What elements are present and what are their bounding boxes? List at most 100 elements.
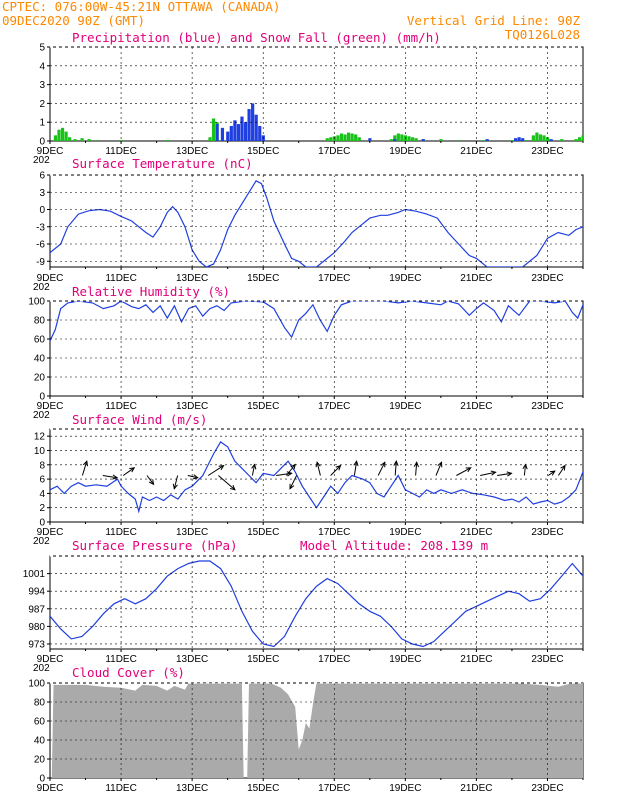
y-tick-label: 2 (39, 99, 45, 110)
wind-arrow-head (83, 460, 89, 467)
x-tick-label: 15DEC (247, 146, 279, 157)
wind-arrow (377, 462, 386, 476)
snow-bar (211, 118, 216, 141)
y-tick-label: 10 (34, 446, 46, 457)
x-tick-label: 21DEC (460, 273, 492, 284)
panel-title-precipitation: Precipitation (blue) and Snow Fall (gree… (72, 30, 441, 45)
wind-arrow-head (465, 467, 472, 473)
y-tick-label: 80 (34, 698, 46, 709)
wind-arrow (316, 462, 321, 476)
plot-frame (49, 428, 584, 523)
precip-bar (549, 139, 553, 141)
x-tick-label: 17DEC (318, 401, 350, 412)
x-tick-label: 13DEC (176, 273, 208, 284)
wind-arrow-head (172, 483, 178, 490)
precip-bar (215, 124, 219, 141)
y-tick-label: 4 (39, 489, 45, 500)
x-tick-label: 11DEC (105, 146, 137, 157)
precip-bar (393, 139, 397, 141)
precip-bar (517, 137, 521, 141)
wind-arrow (394, 461, 397, 476)
precip-bar (513, 138, 518, 141)
x-tick-label: 19DEC (389, 527, 421, 538)
plot-area (50, 180, 583, 267)
y-tick-label: 4 (39, 61, 45, 72)
precip-bar (521, 138, 525, 141)
year-prefix-label: 202 (33, 663, 50, 674)
snow-bar (208, 137, 212, 141)
snow-bar (57, 129, 61, 141)
wind-arrow (289, 475, 298, 489)
x-tick-label: 21DEC (460, 527, 492, 538)
snow-bar (393, 135, 397, 141)
wind-arrow (173, 475, 179, 489)
snow-bar (357, 137, 361, 141)
precip-bar (220, 127, 225, 141)
x-tick-label: 13DEC (176, 783, 208, 794)
precip-bar (485, 139, 489, 141)
snow-bar (510, 140, 514, 141)
grid-line-note: Vertical Grid Line: 90Z (407, 13, 581, 28)
wind-arrow-head (413, 461, 419, 468)
panel-precipitation: Precipitation (blue) and Snow Fall (gree… (33, 30, 584, 166)
y-tick-label: 20 (34, 373, 46, 384)
x-tick-label: 9DEC (37, 401, 64, 412)
wind-arrow-head (549, 470, 556, 476)
snow-bar (60, 127, 65, 141)
x-tick-label: 13DEC (176, 654, 208, 665)
x-tick-label: 15DEC (247, 783, 279, 794)
snow-bar (325, 138, 329, 141)
run-date-header: 09DEC2020 90Z (GMT) (2, 13, 145, 28)
x-tick-label: 21DEC (460, 783, 492, 794)
snow-bar (410, 137, 415, 141)
y-tick-label: 0 (39, 137, 45, 148)
precip-bar (258, 125, 262, 141)
wind-arrow (146, 475, 155, 485)
y-tick-label: 8 (39, 460, 45, 471)
y-tick-label: 100 (28, 679, 45, 690)
plot-area (50, 301, 583, 342)
precip-bar (254, 114, 258, 141)
x-tick-label: 13DEC (176, 146, 208, 157)
x-tick-label: 19DEC (389, 273, 421, 284)
series-line (50, 560, 583, 648)
y-tick-label: -3 (36, 222, 45, 233)
precip-bar (233, 120, 237, 141)
snow-bar (343, 134, 347, 141)
snow-bar (346, 132, 351, 141)
x-tick-label: 11DEC (105, 401, 137, 412)
wind-arrow-head (560, 464, 566, 471)
precip-bar (368, 138, 372, 141)
panel-cloud: Cloud Cover (%) 0 20 40 60 80 100 9DEC 11DEC 13D… (28, 665, 584, 794)
precip-bar (243, 122, 248, 141)
x-tick-label: 21DEC (460, 401, 492, 412)
x-tick-label: 23DEC (531, 783, 563, 794)
wind-arrow (353, 461, 358, 476)
snow-bar (482, 140, 486, 141)
y-tick-label: 980 (28, 622, 45, 633)
snow-bar (87, 139, 91, 141)
panel-temperature: Surface Temperature (nC) -9 -6 -3 0 3 6 9DEC 11… (33, 156, 584, 293)
y-tick-label: 3 (39, 80, 45, 91)
plot-area (50, 683, 583, 778)
x-tick-label: 13DEC (176, 527, 208, 538)
x-tick-label: 21DEC (460, 146, 492, 157)
snow-bar (542, 135, 546, 141)
precip-bar (421, 139, 425, 141)
wind-arrow (207, 465, 224, 476)
snow-bar (350, 133, 354, 141)
wind-arrow-head (437, 461, 443, 468)
wind-arrow (286, 464, 296, 476)
wind-arrow (456, 467, 471, 476)
y-tick-label: 2 (39, 503, 45, 514)
wind-arrow (102, 475, 118, 479)
snow-bar (68, 137, 72, 141)
panel-title-humidity: Relative Humidity (%) (72, 284, 230, 299)
snow-bar (400, 134, 404, 141)
y-tick-label: 1001 (23, 569, 46, 580)
y-tick-label: 0 (39, 774, 45, 785)
wind-arrow-head (229, 485, 236, 491)
year-prefix-label: 202 (33, 536, 50, 547)
panel-pressure: Surface Pressure (hPa) Model Altitude: 2… (23, 538, 584, 674)
